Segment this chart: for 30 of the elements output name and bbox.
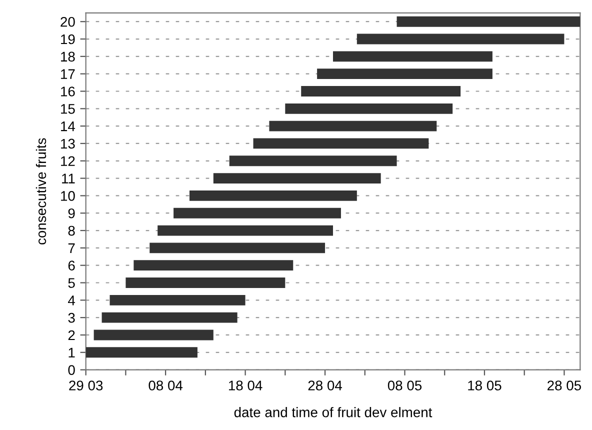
y-tick-label: 1 xyxy=(68,348,75,358)
x-tick-label: 08 05 xyxy=(388,380,422,390)
x-tick-label: 28 05 xyxy=(548,380,582,390)
y-tick-label: 2 xyxy=(68,330,75,340)
y-tick-label: 7 xyxy=(68,243,75,253)
y-tick-label: 8 xyxy=(68,226,75,236)
y-axis-title: consecutive fruits xyxy=(36,138,46,244)
y-tick-label: 11 xyxy=(62,174,75,184)
y-tick-label: 3 xyxy=(68,312,75,323)
y-tick-label: 9 xyxy=(68,208,75,218)
x-tick-label: 18 04 xyxy=(228,380,262,390)
y-tick-label: 10 xyxy=(61,191,75,201)
y-tick-label: 20 xyxy=(60,16,75,27)
x-tick-label: 28 04 xyxy=(308,380,342,390)
x-tick-label: 08 04 xyxy=(148,380,183,390)
y-tick-label: 15 xyxy=(61,104,75,114)
y-tick-label: 17 xyxy=(61,69,75,79)
y-tick-label: 19 xyxy=(61,34,75,44)
y-tick-label: 5 xyxy=(68,278,75,288)
y-tick-label: 14 xyxy=(61,122,76,132)
y-tick-label: 13 xyxy=(61,138,75,149)
y-tick-label: 16 xyxy=(61,86,75,96)
y-tick-label: 12 xyxy=(61,156,75,166)
x-tick-label: 18 05 xyxy=(468,380,502,390)
x-tick-label: 29 03 xyxy=(69,380,103,390)
x-axis-title: date and time of fruit dev elment xyxy=(234,407,432,418)
y-tick-label: 4 xyxy=(68,296,76,306)
y-tick-label: 18 xyxy=(61,52,75,62)
y-tick-label: 6 xyxy=(68,260,75,271)
y-tick-label: 0 xyxy=(68,365,75,375)
